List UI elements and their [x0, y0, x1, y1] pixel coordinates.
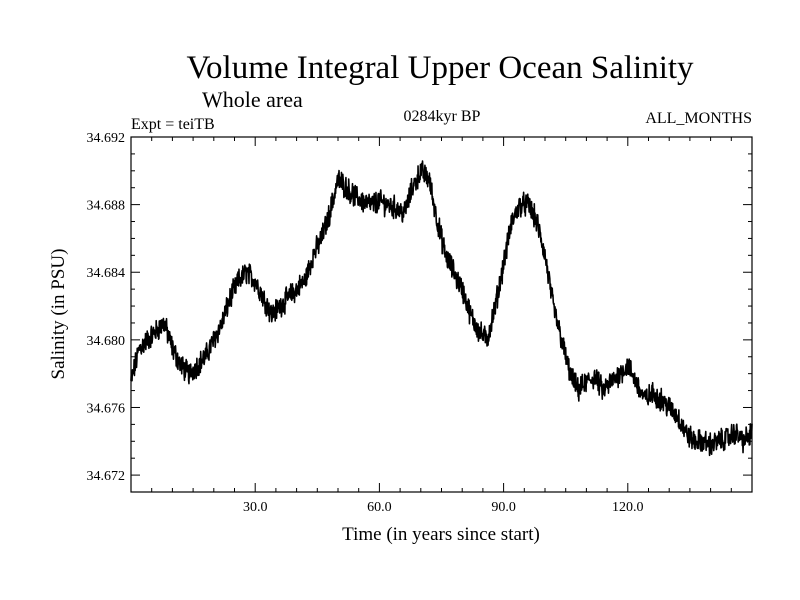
x-tick-label: 30.0 [243, 500, 268, 515]
experiment-label: Expt = teiTB [131, 116, 215, 133]
x-tick-label: 120.0 [612, 500, 644, 515]
y-tick-label: 34.672 [87, 469, 126, 484]
y-tick-label: 34.680 [87, 334, 126, 349]
x-axis-label: Time (in years since start) [342, 524, 540, 545]
series-line-salinity [130, 160, 753, 457]
y-tick-label: 34.676 [87, 401, 126, 416]
y-axis-ticks: 34.672 34.676 34.680 34.684 34.688 34.692 [87, 131, 752, 484]
y-tick-label: 34.684 [87, 266, 126, 281]
chart-title: Volume Integral Upper Ocean Salinity [186, 50, 694, 86]
y-tick-label: 34.692 [87, 131, 126, 146]
x-axis-ticks: 30.0 60.0 90.0 120.0 [151, 137, 732, 515]
x-tick-label: 90.0 [491, 500, 516, 515]
plot-area: 30.0 60.0 90.0 120.0 34.67234.67634.68034.6… [87, 131, 753, 515]
y-axis-label: Salinity (in PSU) [48, 249, 69, 380]
months-label: ALL_MONTHS [645, 110, 752, 127]
period-label: 0284kyr BP [404, 108, 481, 125]
chart-subtitle: Whole area [202, 87, 303, 112]
x-tick-label: 60.0 [367, 500, 392, 515]
y-tick-label: 34.688 [87, 199, 126, 214]
